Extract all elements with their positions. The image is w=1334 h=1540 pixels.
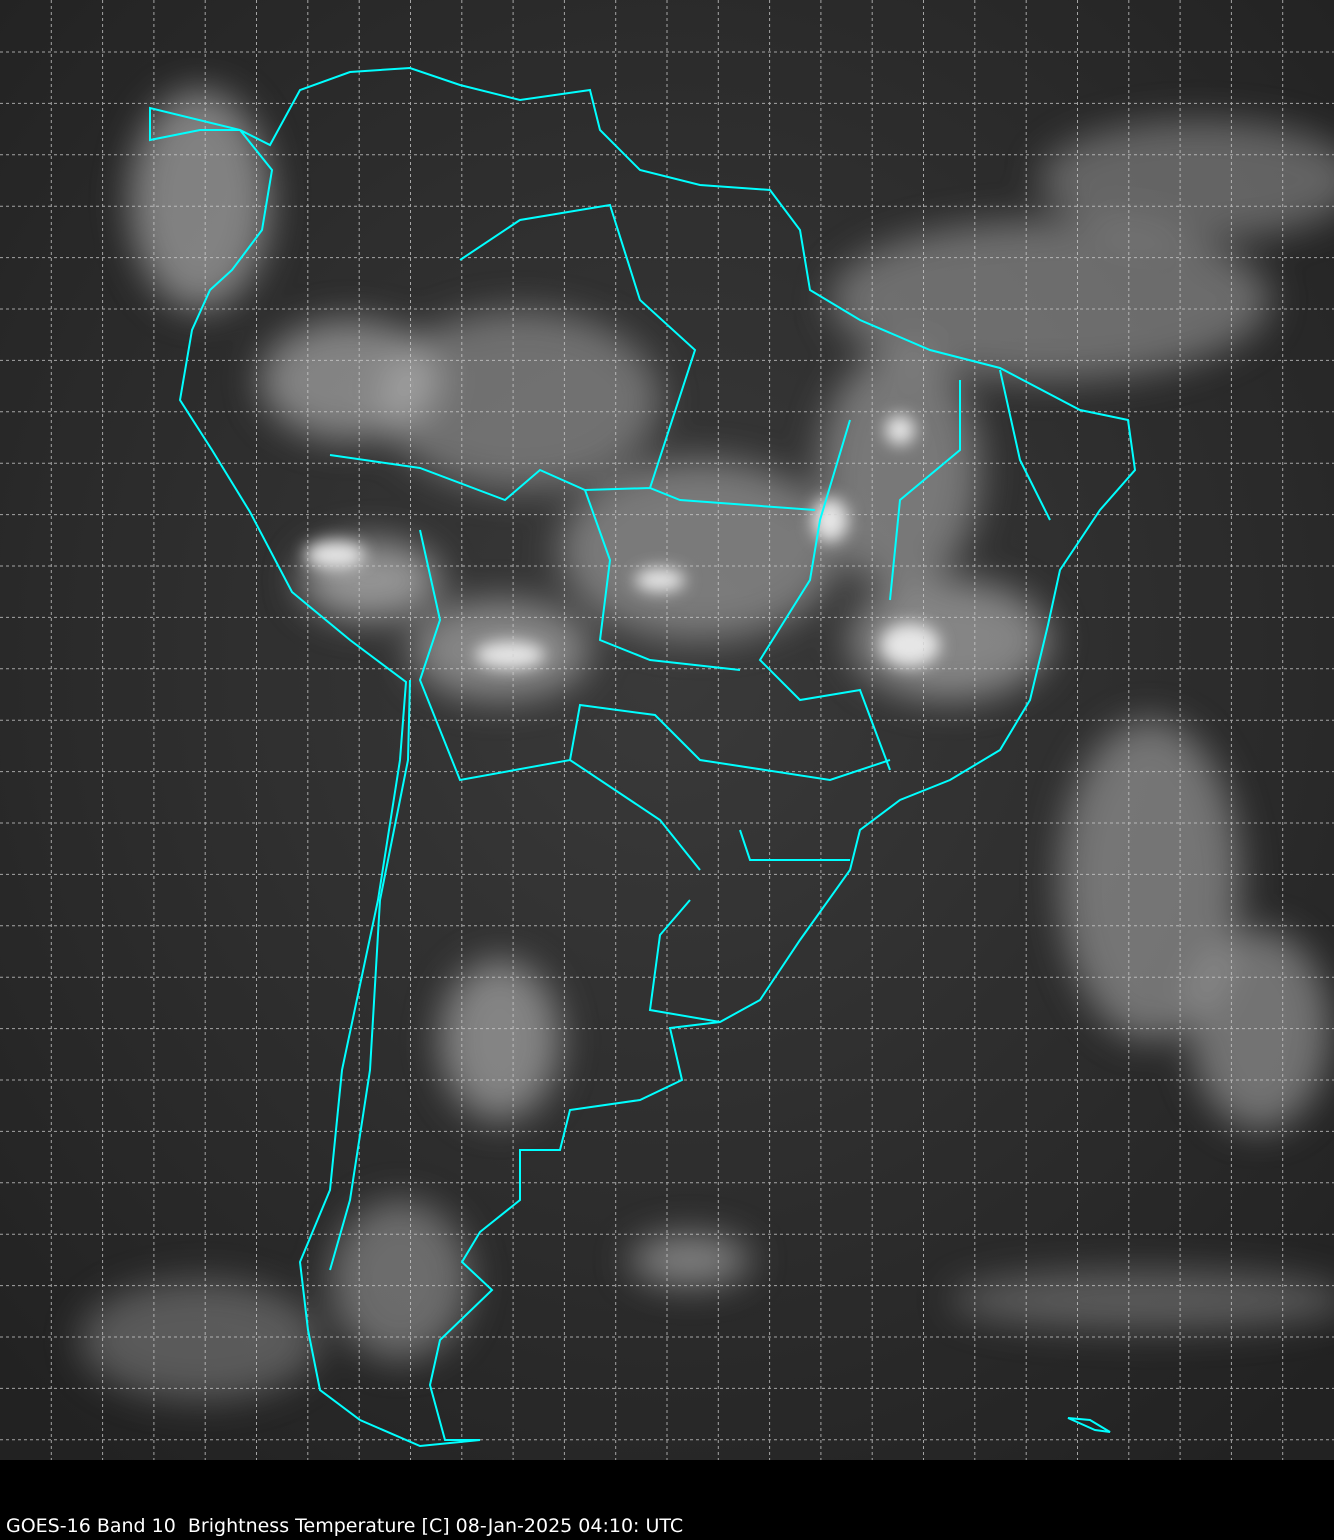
image-caption: GOES-16 Band 10 Brightness Temperature [… [6,1515,684,1537]
satellite-image [0,0,1334,1460]
south-georgia [1067,1417,1111,1433]
border-lines [329,203,1051,1271]
continent-outline [149,66,1137,1448]
country-borders [149,66,1137,1448]
